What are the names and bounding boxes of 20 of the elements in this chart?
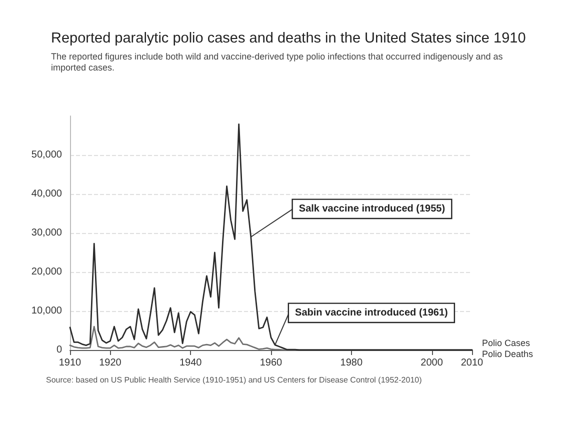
y-tick-label: 20,000: [31, 266, 62, 278]
x-tick-label: 1920: [99, 358, 122, 368]
annotation: Salk vaccine introduced (1955): [298, 203, 446, 214]
x-tick-label: 2010: [460, 358, 484, 368]
x-tick-label: 1940: [179, 358, 202, 368]
x-tick-label: 2000: [420, 358, 444, 368]
series-label: Polio Deaths: [482, 349, 534, 359]
y-tick-label: 10,000: [31, 306, 62, 316]
source-note: Source: based on US Public Health Service (1910-1951) and US Centers for Disease Control (1952-2010): [46, 376, 422, 384]
y-tick-label: 30,000: [31, 228, 62, 238]
y-tick-label: 50,000: [31, 150, 62, 160]
chart-title: Reported paralytic polio cases and deaths in the United States since 1910: [51, 30, 526, 46]
series-label: Polio Cases: [482, 338, 531, 348]
x-tick-label: 1960: [260, 358, 283, 368]
annotation: Sabin vaccine introduced (1961): [295, 307, 448, 318]
y-tick-label: 40,000: [31, 188, 62, 200]
chart-subtitle: The reported figures include both wild and vaccine-derived type polio infections that occurred indigenously and as imported cases.: [51, 52, 506, 72]
x-tick-label: 1910: [58, 358, 82, 368]
x-tick-label: 1980: [340, 358, 363, 368]
y-tick-label: 0: [56, 344, 62, 356]
